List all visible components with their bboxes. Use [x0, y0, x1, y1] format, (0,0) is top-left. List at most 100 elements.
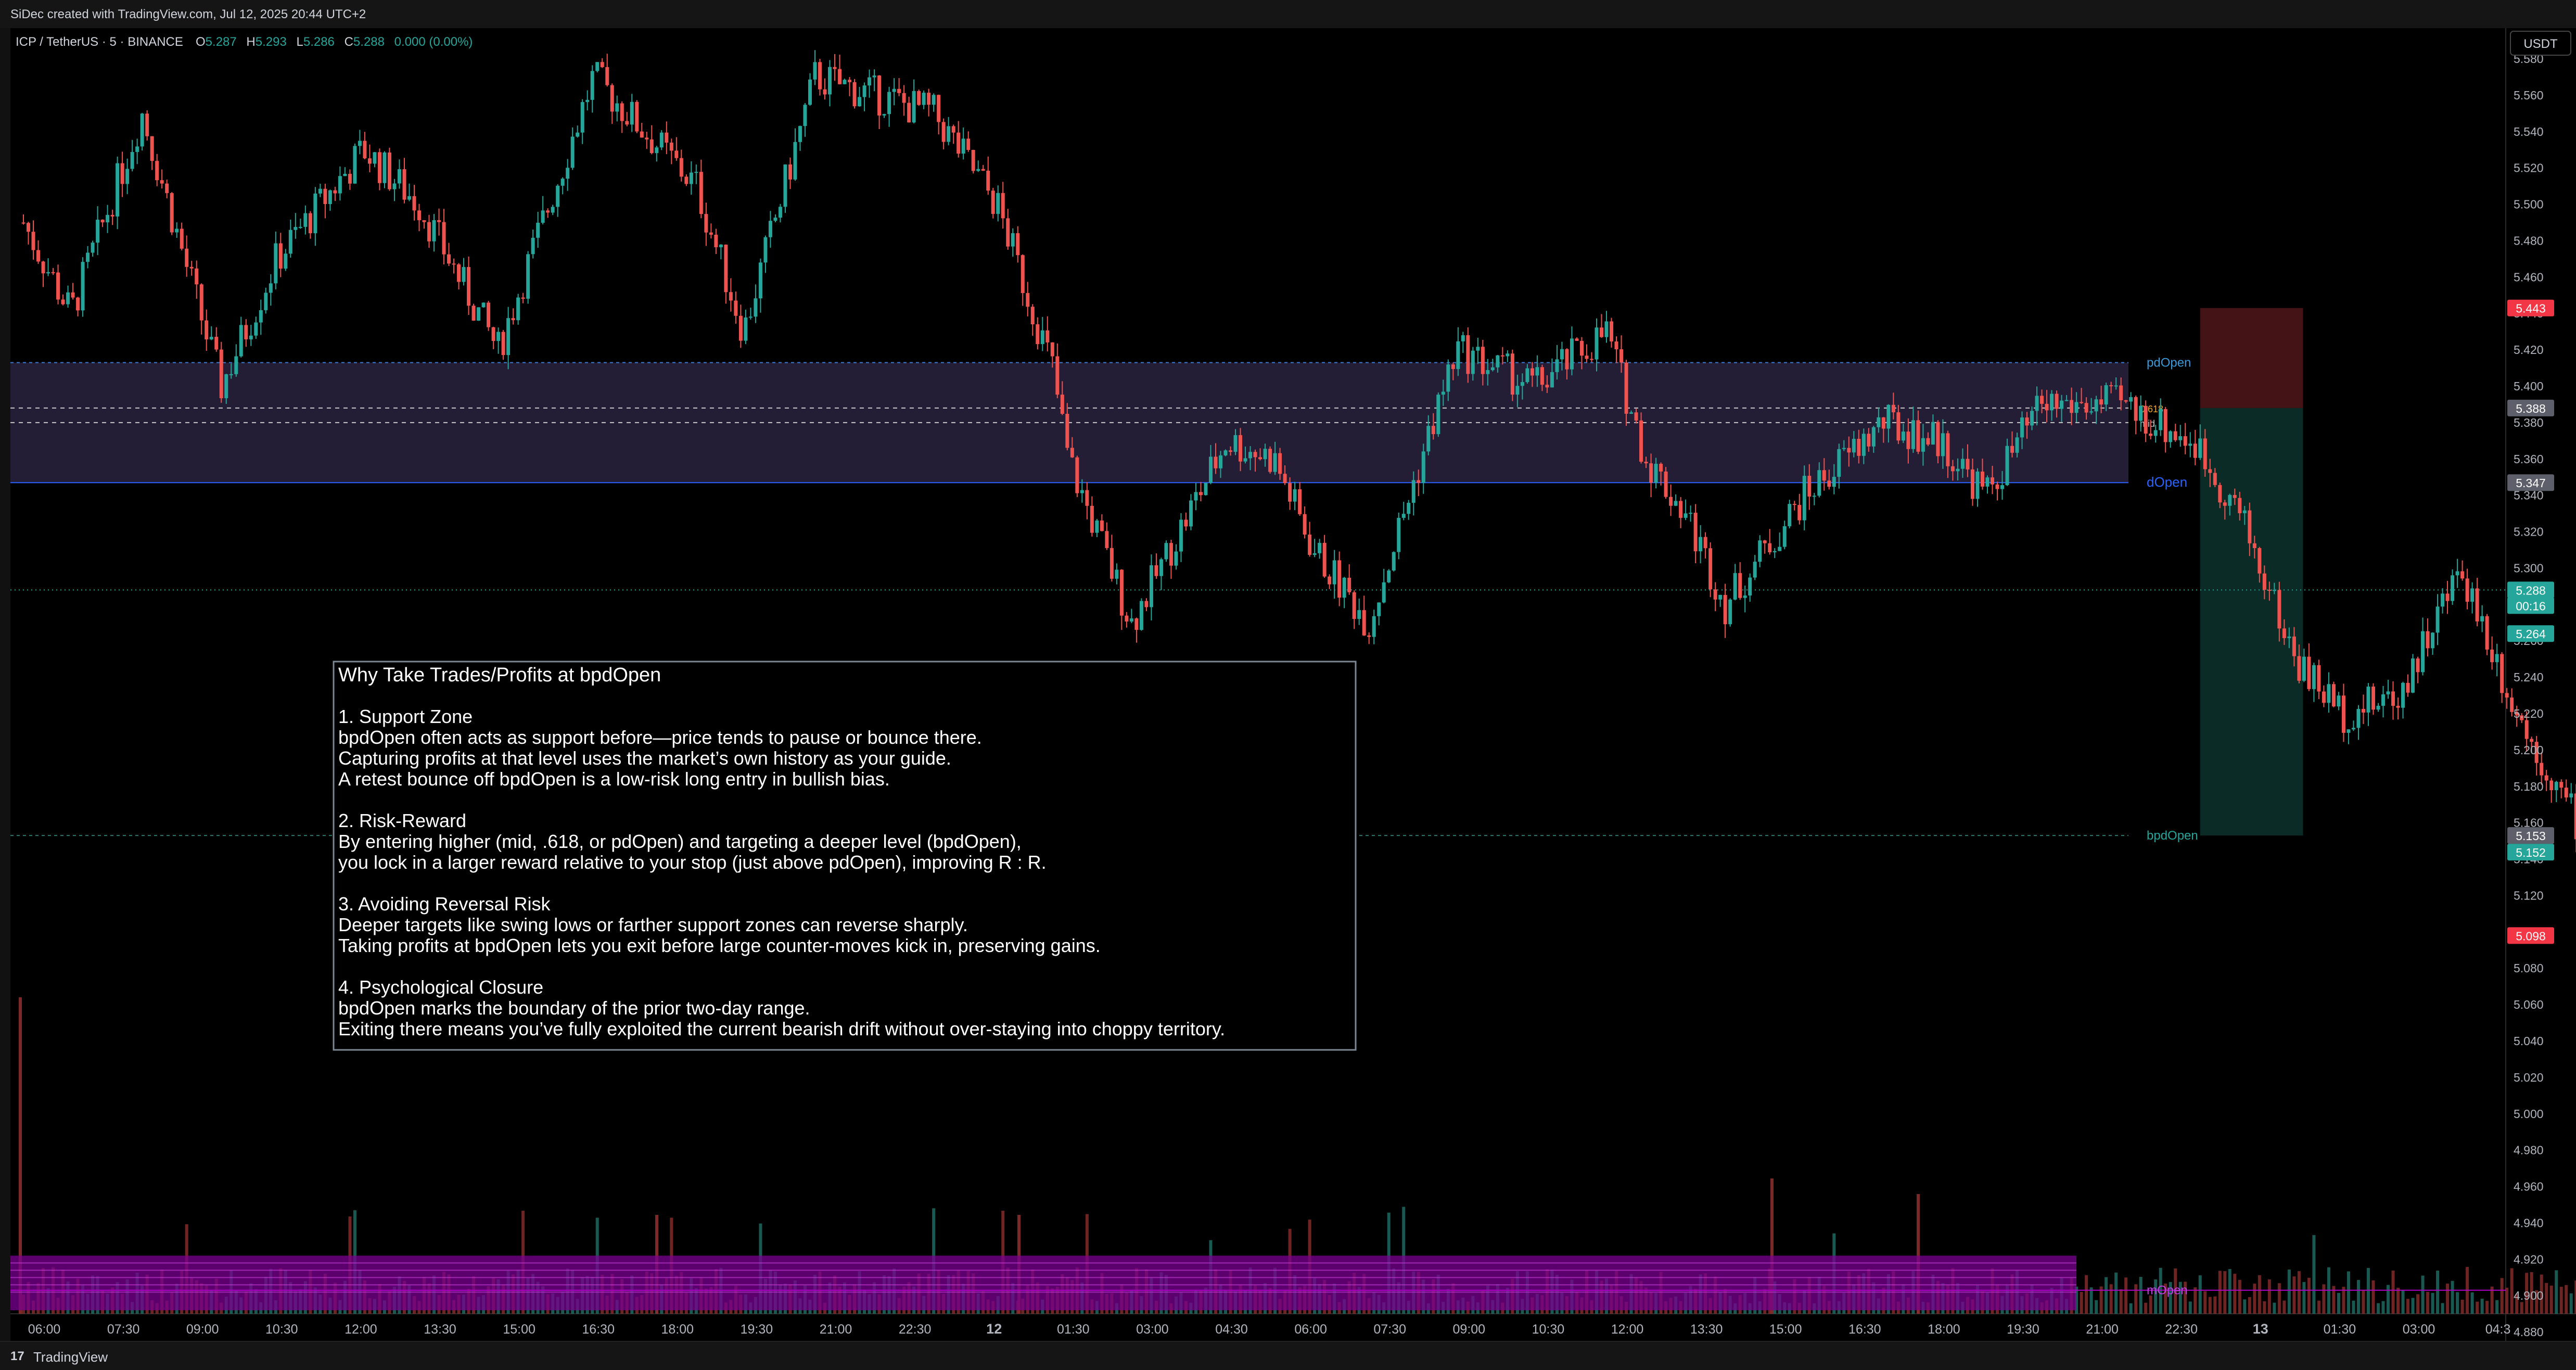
- candle-body: [1886, 405, 1890, 429]
- price-tick-label: 5.500: [2514, 198, 2544, 211]
- time-tick-label: 18:00: [661, 1322, 694, 1337]
- candle-body: [2277, 590, 2281, 628]
- candle-body: [645, 137, 648, 139]
- candle-body: [2470, 588, 2474, 602]
- volume-bar: [2218, 1271, 2222, 1314]
- candle-body: [299, 227, 302, 228]
- candle-body: [1436, 395, 1440, 434]
- candle-body: [2426, 631, 2430, 649]
- candle-body: [1501, 356, 1504, 357]
- volume-bar: [2292, 1276, 2296, 1314]
- candle-body: [1362, 610, 1366, 636]
- candle-body: [398, 169, 401, 183]
- candle-body: [1644, 462, 1648, 463]
- candle-body: [91, 243, 95, 252]
- candle-body: [1095, 521, 1099, 533]
- candle-body: [883, 114, 886, 116]
- candle-body: [655, 147, 658, 153]
- candle-body: [635, 102, 639, 132]
- candle-body: [1540, 367, 1544, 385]
- price-tick-label: 5.520: [2514, 161, 2544, 175]
- candle-body: [1486, 370, 1489, 374]
- candle-body: [378, 152, 381, 183]
- time-tick-label: 12: [986, 1321, 1002, 1337]
- price-tick-label: 4.920: [2514, 1252, 2544, 1266]
- volume-bar: [2431, 1293, 2434, 1314]
- volume-bar: [2134, 1284, 2137, 1314]
- candle-body: [2109, 385, 2113, 386]
- candle-body: [150, 136, 154, 161]
- candle-body: [1639, 421, 1643, 462]
- candle-body: [561, 179, 565, 186]
- candle-body: [1293, 489, 1297, 502]
- candle-body: [680, 158, 683, 177]
- candle-body: [798, 126, 802, 142]
- candle-body: [1154, 565, 1158, 576]
- volume-bar: [2302, 1282, 2305, 1314]
- candle-body: [1679, 501, 1682, 517]
- candle-body: [551, 207, 555, 212]
- candle-body: [927, 93, 930, 105]
- candle-body: [2198, 438, 2202, 458]
- candle-body: [1451, 364, 1455, 369]
- time-tick-label: 13: [2253, 1321, 2268, 1337]
- candle-body: [318, 189, 322, 194]
- candle-body: [536, 223, 540, 238]
- candle-body: [1273, 453, 1277, 472]
- candle-body: [1328, 577, 1331, 585]
- price-tick-label: 5.480: [2514, 234, 2544, 247]
- note-line: bpdOpen marks the boundary of the prior …: [338, 997, 810, 1019]
- candle-body: [1664, 472, 1668, 497]
- change-value: 0.000 (0.00%): [394, 35, 473, 49]
- candle-body: [937, 95, 940, 122]
- candle-body: [412, 196, 416, 210]
- candle-body: [1164, 543, 1168, 559]
- candle-body: [1045, 331, 1049, 342]
- candle-body: [2347, 729, 2350, 733]
- volume-bar: [2337, 1293, 2340, 1314]
- candle-body: [526, 254, 530, 299]
- candle-body: [437, 220, 441, 222]
- note-box[interactable]: Why Take Trades/Profits at bpdOpen 1. Su…: [334, 662, 1356, 1050]
- price-tick-label: 5.380: [2514, 416, 2544, 429]
- candle-body: [1189, 500, 1193, 526]
- candle-body: [2228, 495, 2231, 506]
- volume-bar: [2263, 1301, 2266, 1314]
- candle-body: [1728, 600, 1732, 624]
- candle-body: [1580, 341, 1584, 356]
- candle-body: [2233, 495, 2237, 498]
- symbol-label[interactable]: ICP / TetherUS · 5 · BINANCE: [16, 35, 183, 49]
- candle-body: [2218, 485, 2222, 502]
- candle-body: [1797, 505, 1801, 521]
- candle-body: [1724, 595, 1727, 624]
- volume-bar: [2312, 1235, 2315, 1314]
- candle-body: [1417, 480, 1420, 483]
- time-tick-label: 07:30: [107, 1322, 140, 1337]
- candle-body: [1303, 514, 1307, 535]
- candle-body: [239, 325, 243, 356]
- volume-bar: [2213, 1297, 2216, 1314]
- candle-body: [917, 91, 921, 105]
- candle-body: [1323, 543, 1327, 577]
- candle-body: [195, 269, 198, 285]
- candle-body: [2114, 386, 2118, 387]
- candle-body: [863, 85, 866, 97]
- candle-body: [1353, 592, 1356, 619]
- candle-body: [234, 357, 238, 374]
- candle-body: [1442, 391, 1445, 395]
- volume-bar: [2317, 1301, 2320, 1314]
- candle-body: [2505, 693, 2509, 697]
- volume-bar: [2441, 1303, 2444, 1314]
- candle-body: [873, 75, 876, 77]
- candle-body: [81, 262, 85, 310]
- candle-body: [1733, 573, 1737, 600]
- candle-body: [2020, 417, 2024, 437]
- candle-body: [1150, 565, 1153, 607]
- candle-body: [1991, 477, 1994, 485]
- volume-bar: [2387, 1285, 2390, 1314]
- candle-body: [512, 318, 515, 320]
- candle-body: [1254, 452, 1257, 457]
- currency-button[interactable]: USDT: [2523, 37, 2558, 51]
- candle-body: [966, 138, 970, 150]
